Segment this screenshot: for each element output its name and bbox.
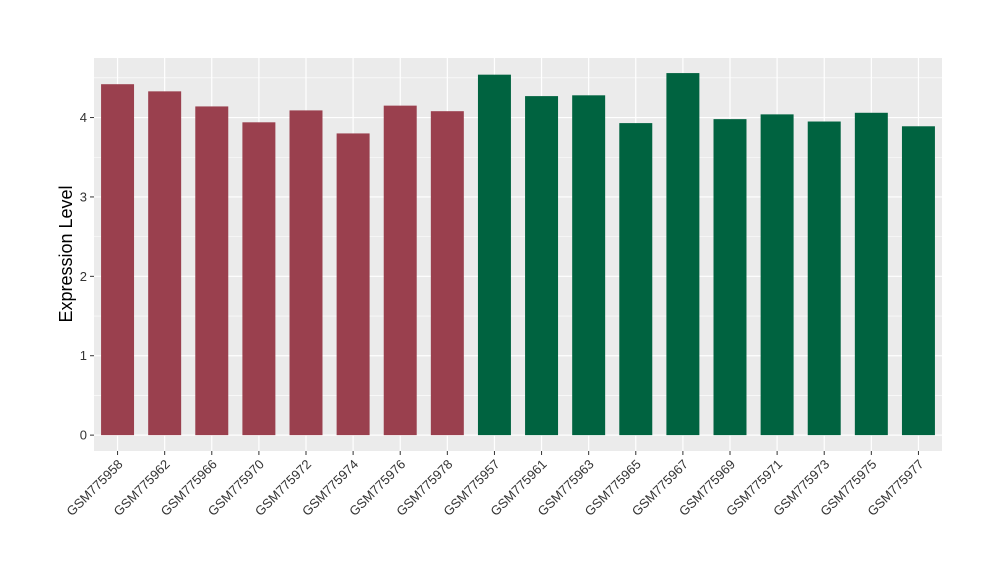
y-tick-label: 2 — [80, 269, 87, 284]
bar — [148, 91, 182, 436]
bar — [101, 84, 135, 436]
bar — [383, 105, 417, 436]
bar — [242, 122, 276, 436]
y-tick-label: 3 — [80, 189, 87, 204]
y-tick-label: 1 — [80, 348, 87, 363]
y-tick-label: 0 — [80, 428, 87, 443]
bar — [666, 73, 700, 436]
y-tick-label: 4 — [80, 110, 87, 125]
bar — [619, 123, 653, 436]
bar — [807, 121, 841, 436]
bar — [477, 74, 511, 436]
y-axis: 0 1 2 3 4 — [80, 110, 94, 443]
bar — [572, 95, 606, 436]
plot-background — [94, 58, 942, 451]
bars — [101, 73, 935, 436]
bar — [525, 96, 559, 436]
y-axis-title: Expression Level — [56, 185, 76, 322]
bar — [195, 106, 229, 436]
bar — [430, 111, 464, 436]
bar — [901, 126, 935, 436]
bar — [336, 133, 370, 436]
bar — [289, 110, 323, 436]
bar — [854, 112, 888, 436]
bar — [760, 114, 794, 436]
bar — [713, 119, 747, 436]
x-axis: GSM775958GSM775962GSM775966GSM775970GSM7… — [63, 451, 927, 519]
